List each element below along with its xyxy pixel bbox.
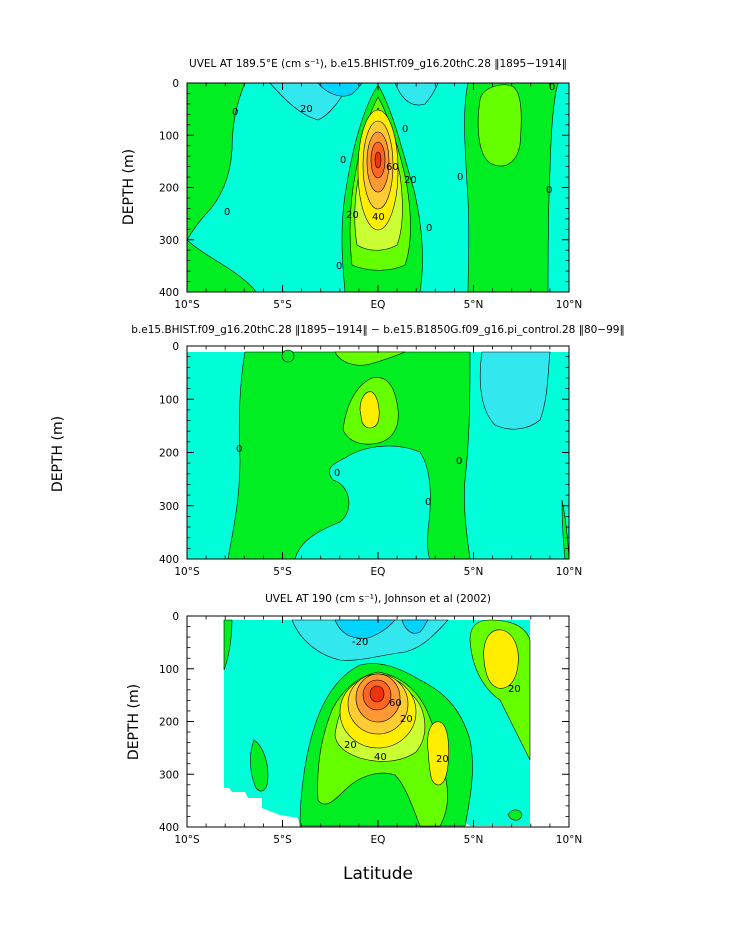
x-tick-label: EQ <box>371 834 386 846</box>
panel-2-title: b.e15.BHIST.f09_g16.20thC.28 ‖1895−1914‖… <box>131 324 624 336</box>
panel-1-contour-labels: 0 20 0 0 20 40 60 20 0 0 0 0 0 0 <box>224 82 555 272</box>
p3-region-neg30-top <box>401 619 429 634</box>
x-tick-label: 10°N <box>556 834 582 846</box>
p3-contour-label: 20 <box>400 714 413 725</box>
p1-contour-label: 40 <box>372 212 385 223</box>
p2-region-pos20-top <box>334 351 406 366</box>
y-tick-label: 200 <box>159 448 179 460</box>
p1-region-pos80 <box>374 151 382 169</box>
y-tick-label: 200 <box>159 717 179 729</box>
p3-contour-label: 20 <box>508 684 521 695</box>
p2-contour-label: 0 <box>425 497 431 508</box>
y-tick-label: 100 <box>159 394 179 406</box>
y-tick-label: 200 <box>159 183 179 195</box>
p3-region-pos10-sw <box>250 739 269 792</box>
p3-region-neg20-top <box>334 619 396 639</box>
p2-contour-label: 0 <box>334 468 340 479</box>
y-tick-label: 300 <box>159 235 179 247</box>
p3-contour-label: -20 <box>352 637 368 648</box>
p2-region-pos-se <box>561 499 569 559</box>
x-tick-label: EQ <box>371 299 386 311</box>
p1-region-neg10-topright <box>394 83 439 106</box>
y-tick-label: 300 <box>159 769 179 781</box>
y-tick-label: 0 <box>172 341 179 353</box>
p1-contour-label: 60 <box>386 162 399 173</box>
p1-contour-label: 20 <box>346 210 359 221</box>
panel-1-field <box>187 83 569 292</box>
p2-contour-label: 0 <box>236 444 242 455</box>
panel-2-contour-labels: 0 0 0 0 <box>236 444 462 508</box>
p1-contour-label: 0 <box>340 155 346 166</box>
p1-region-neg20-top <box>317 83 363 97</box>
p1-contour-label: 0 <box>224 207 230 218</box>
p1-contour-label: 0 <box>336 261 342 272</box>
x-tick-label: 5°S <box>273 299 292 311</box>
y-tick-label: 100 <box>159 130 179 142</box>
p1-contour-label: 20 <box>404 175 417 186</box>
p1-contour-label: 0 <box>402 124 408 135</box>
y-tick-label: 400 <box>159 554 179 566</box>
p3-region-pos80 <box>369 685 385 703</box>
p1-contour-label: 0 <box>426 223 432 234</box>
x-tick-label: 5°N <box>464 834 484 846</box>
p2-region-pos-small <box>281 349 295 363</box>
p2-region-neg-east <box>479 351 551 430</box>
p3-contour-label: 20 <box>436 754 449 765</box>
x-tick-label: 5°N <box>464 566 484 578</box>
x-tick-label: 10°S <box>174 299 200 311</box>
panel-3-title: UVEL AT 190 (cm s⁻¹), Johnson et al (200… <box>265 593 491 605</box>
panel-1: UVEL AT 189.5°E (cm s⁻¹), b.e15.BHIST.f0… <box>121 58 582 311</box>
panel-2-field <box>187 346 569 559</box>
panel-3-field <box>187 616 569 827</box>
x-tick-label: 5°S <box>273 834 292 846</box>
p3-contour-label: 40 <box>374 752 387 763</box>
y-tick-label: 0 <box>172 78 179 90</box>
x-tick-label: 5°S <box>273 566 292 578</box>
p3-region-pos40-east <box>483 629 519 689</box>
x-tick-label: 5°N <box>464 299 484 311</box>
x-tick-label: 10°S <box>174 566 200 578</box>
x-axis-title: Latitude <box>343 864 413 884</box>
x-tick-label: 10°N <box>556 566 582 578</box>
p2-contour-label: 0 <box>456 456 462 467</box>
panel-3-contour-labels: -20 20 20 40 60 20 20 <box>344 637 521 765</box>
panel-2: b.e15.BHIST.f09_g16.20thC.28 ‖1895−1914‖… <box>50 324 625 578</box>
panel-1-ylabel: DEPTH (m) <box>121 149 137 225</box>
p1-contour-label: 0 <box>457 172 463 183</box>
x-tick-label: 10°S <box>174 834 200 846</box>
y-tick-label: 100 <box>159 664 179 676</box>
shared-ylabel: DEPTH (m) <box>50 416 66 492</box>
y-tick-label: 300 <box>159 501 179 513</box>
p3-region-pos10-se <box>507 809 523 821</box>
y-tick-label: 400 <box>159 822 179 834</box>
y-tick-label: 0 <box>172 611 179 623</box>
p3-contour-label: 20 <box>344 740 357 751</box>
panel-1-title: UVEL AT 189.5°E (cm s⁻¹), b.e15.BHIST.f0… <box>189 58 567 70</box>
panel-3-ylabel: DEPTH (m) <box>126 684 142 760</box>
p3-region-pos10-west <box>223 619 233 671</box>
p2-region-pos-center <box>227 351 471 559</box>
x-tick-label: 10°N <box>556 299 582 311</box>
x-tick-label: EQ <box>371 566 386 578</box>
p3-region-pos40-east-blob <box>427 721 450 786</box>
p1-region-pos10-sw <box>187 239 257 292</box>
p1-contour-label: 0 <box>232 107 238 118</box>
p1-region-pos10-west <box>187 83 246 241</box>
p1-region-pos20-east <box>477 84 522 167</box>
p3-contour-label: 60 <box>389 698 402 709</box>
p2-region-pos40 <box>359 391 380 429</box>
p1-contour-label: 0 <box>546 185 552 196</box>
p1-contour-label: 0 <box>549 82 555 93</box>
y-tick-label: 400 <box>159 287 179 299</box>
p1-contour-label: 20 <box>300 104 313 115</box>
panel-3: UVEL AT 190 (cm s⁻¹), Johnson et al (200… <box>126 593 582 884</box>
